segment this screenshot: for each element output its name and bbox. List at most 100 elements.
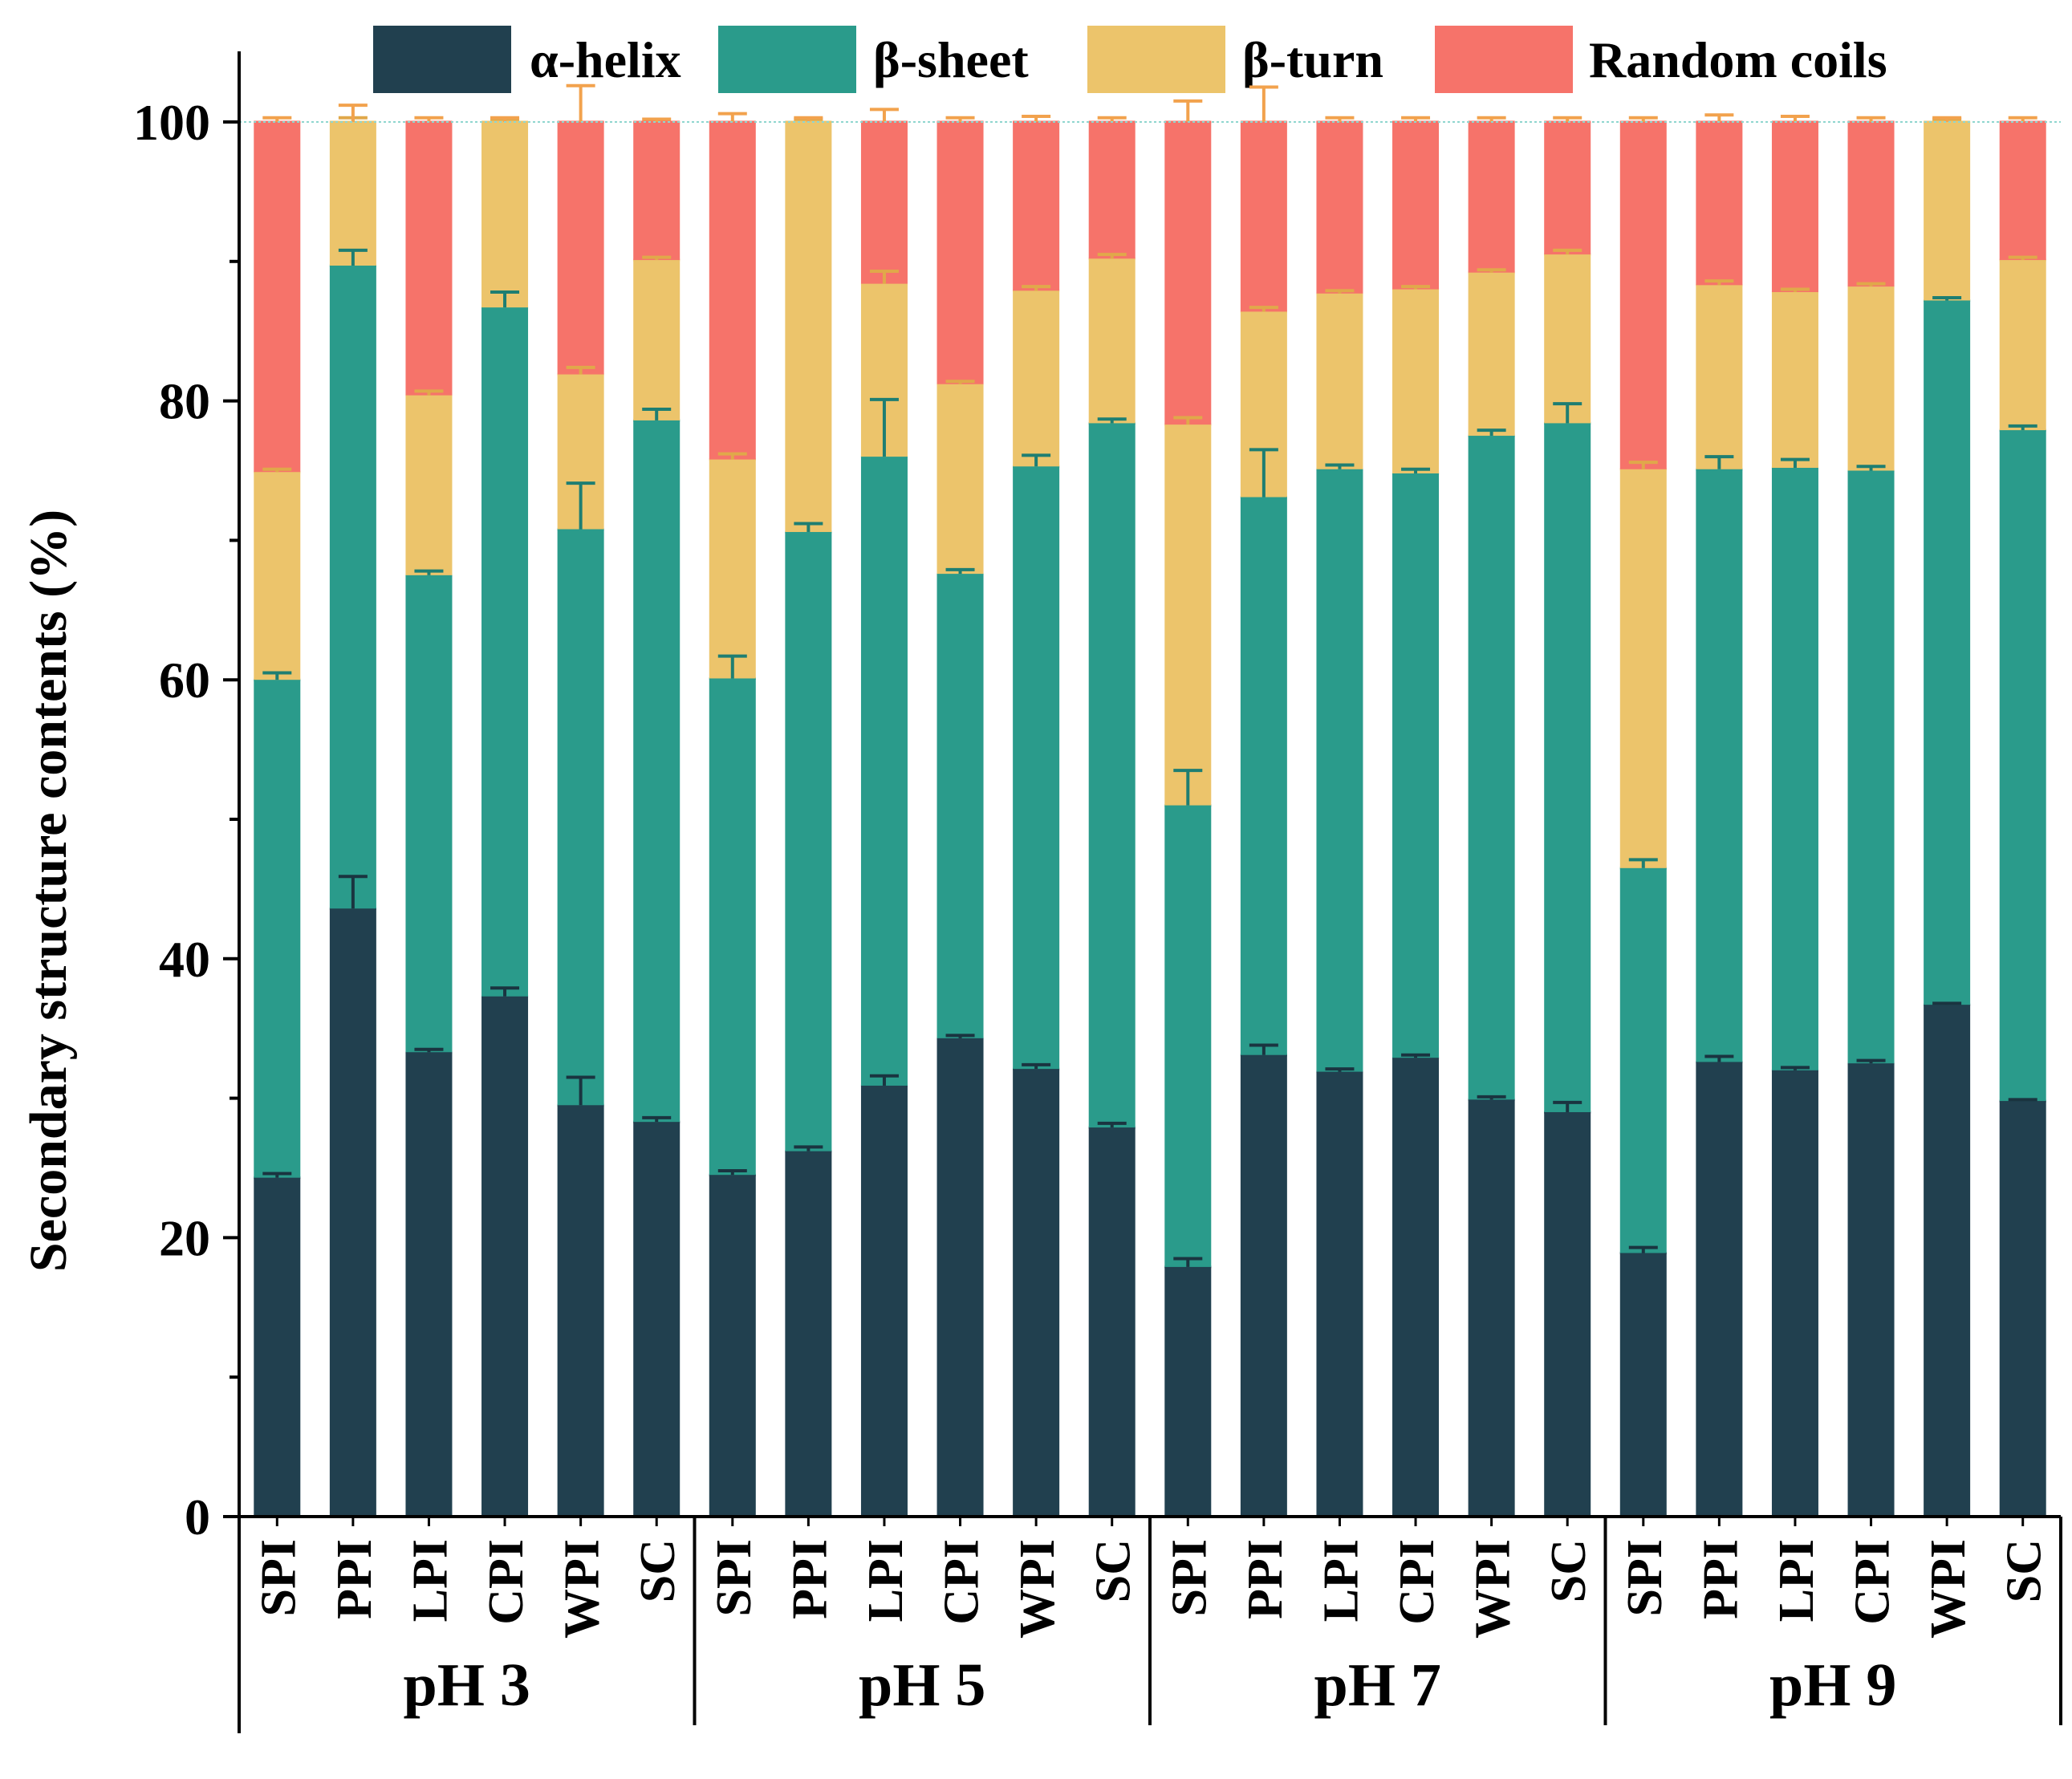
bar-segment-2-0-2 bbox=[405, 395, 453, 575]
bar-segment-0-0-0 bbox=[254, 1177, 301, 1517]
bar-segment-2-0-5 bbox=[633, 260, 681, 420]
legend-label-1: β-sheet bbox=[873, 31, 1029, 88]
bar-segment-1-1-2 bbox=[860, 457, 908, 1086]
bar-segment-2-3-4 bbox=[1924, 122, 1971, 301]
bar-segment-0-1-2 bbox=[860, 1085, 908, 1517]
bar-segment-1-3-0 bbox=[1619, 867, 1667, 1253]
category-label: CPI bbox=[1846, 1539, 1900, 1625]
bar-segment-3-2-0 bbox=[1164, 122, 1212, 425]
y-tick-label: 40 bbox=[159, 931, 210, 988]
bar-segment-3-2-3 bbox=[1392, 122, 1440, 290]
category-label: PPI bbox=[1238, 1539, 1293, 1619]
bar-segment-2-1-4 bbox=[1013, 290, 1060, 467]
bar-segment-3-1-2 bbox=[860, 122, 908, 284]
category-label: SC bbox=[1997, 1539, 2052, 1602]
bar-segment-3-3-0 bbox=[1619, 122, 1667, 469]
bar-segment-3-2-2 bbox=[1316, 122, 1363, 294]
legend-swatch-1 bbox=[718, 26, 856, 93]
bar-segment-1-0-2 bbox=[405, 575, 453, 1053]
bar-segment-0-0-1 bbox=[329, 908, 376, 1517]
bar-segment-0-2-4 bbox=[1468, 1099, 1515, 1517]
bar-segment-0-0-3 bbox=[481, 996, 529, 1517]
bar-segment-0-3-2 bbox=[1771, 1070, 1818, 1517]
legend: α-helix β-sheet β-turn Random coils bbox=[373, 26, 1887, 93]
bar-segment-1-0-3 bbox=[481, 307, 529, 997]
bar-segment-3-0-4 bbox=[557, 122, 604, 375]
bar-segment-2-0-0 bbox=[254, 472, 301, 680]
bar-segment-0-0-5 bbox=[633, 1122, 681, 1517]
bar-segment-2-0-3 bbox=[481, 122, 529, 308]
bar-segment-0-2-3 bbox=[1392, 1058, 1440, 1517]
bar-segment-2-1-1 bbox=[785, 122, 832, 532]
bar-segment-1-3-2 bbox=[1771, 468, 1818, 1070]
bar-segment-0-2-2 bbox=[1316, 1071, 1363, 1517]
bar-segment-3-0-2 bbox=[405, 122, 453, 396]
bar-segment-0-1-5 bbox=[1088, 1127, 1136, 1517]
bar-segment-2-1-5 bbox=[1088, 258, 1136, 424]
error-bars bbox=[262, 83, 2037, 1267]
category-label: LPI bbox=[1314, 1539, 1368, 1622]
bars bbox=[254, 120, 2046, 1517]
bar-segment-2-0-1 bbox=[329, 122, 376, 266]
category-label: PPI bbox=[327, 1539, 382, 1619]
bar-segment-1-2-1 bbox=[1240, 497, 1287, 1055]
category-label: CPI bbox=[935, 1539, 989, 1625]
category-label: CPI bbox=[1390, 1539, 1444, 1625]
legend-label-3: Random coils bbox=[1589, 31, 1887, 88]
bar-segment-0-0-4 bbox=[557, 1105, 604, 1517]
bar-segment-2-2-3 bbox=[1392, 289, 1440, 473]
bar-segment-1-1-0 bbox=[709, 678, 756, 1176]
plot-area bbox=[239, 83, 2061, 1517]
bar-segment-1-3-1 bbox=[1696, 469, 1743, 1062]
bar-segment-1-3-3 bbox=[1847, 470, 1895, 1064]
category-label: WPI bbox=[1010, 1539, 1065, 1639]
bar-segment-0-0-2 bbox=[405, 1052, 453, 1517]
bar-segment-1-1-1 bbox=[785, 531, 832, 1151]
bar-segment-0-2-0 bbox=[1164, 1266, 1212, 1517]
legend-swatch-3 bbox=[1435, 26, 1573, 93]
bar-segment-1-2-0 bbox=[1164, 805, 1212, 1267]
bar-segment-1-2-2 bbox=[1316, 469, 1363, 1072]
bar-segment-2-1-0 bbox=[709, 459, 756, 679]
bar-segment-0-1-4 bbox=[1013, 1069, 1060, 1517]
bar-segment-2-3-3 bbox=[1847, 286, 1895, 471]
y-tick-label: 60 bbox=[159, 652, 210, 709]
bar-segment-1-2-4 bbox=[1468, 436, 1515, 1100]
y-axis: 0 20 40 60 80 100 bbox=[133, 51, 241, 1545]
bar-segment-0-1-3 bbox=[936, 1038, 984, 1517]
category-label: PPI bbox=[1693, 1539, 1748, 1619]
bar-segment-1-3-4 bbox=[1924, 300, 1971, 1005]
legend-swatch-0 bbox=[373, 26, 511, 93]
x-axis: pH 3 SPI PPI LPI CPI WPI SC pH 5 SPI PPI LPI CPI WPI… bbox=[238, 1515, 2062, 1733]
bar-segment-3-1-4 bbox=[1013, 122, 1060, 291]
group-label: pH 7 bbox=[1314, 1651, 1441, 1719]
bar-segment-0-3-5 bbox=[1999, 1101, 2046, 1517]
legend-swatch-2 bbox=[1087, 26, 1225, 93]
bar-segment-0-3-1 bbox=[1696, 1062, 1743, 1517]
category-label: SPI bbox=[707, 1539, 762, 1616]
bar-segment-2-3-2 bbox=[1771, 292, 1818, 469]
bar-segment-0-3-3 bbox=[1847, 1063, 1895, 1517]
bar-segment-0-3-0 bbox=[1619, 1253, 1667, 1517]
bar-segment-2-2-2 bbox=[1316, 293, 1363, 469]
bar-segment-3-3-5 bbox=[1999, 122, 2046, 261]
bar-segment-1-2-5 bbox=[1544, 423, 1591, 1112]
bar-segment-3-0-0 bbox=[254, 122, 301, 473]
category-label: PPI bbox=[782, 1539, 837, 1619]
category-label: LPI bbox=[403, 1539, 457, 1622]
bar-segment-3-2-1 bbox=[1240, 122, 1287, 312]
bar-segment-3-3-3 bbox=[1847, 122, 1895, 287]
group-label: pH 9 bbox=[1769, 1651, 1896, 1719]
bar-segment-2-3-0 bbox=[1619, 469, 1667, 868]
category-label: WPI bbox=[1921, 1539, 1976, 1639]
legend-label-0: α-helix bbox=[530, 31, 681, 88]
bar-segment-2-3-5 bbox=[1999, 260, 2046, 431]
category-label: SC bbox=[1087, 1539, 1141, 1602]
bar-segment-1-0-0 bbox=[254, 680, 301, 1178]
y-tick-label: 20 bbox=[159, 1209, 210, 1266]
bar-segment-3-1-5 bbox=[1088, 122, 1136, 259]
bar-segment-2-1-3 bbox=[936, 384, 984, 575]
category-label: LPI bbox=[859, 1539, 913, 1622]
bar-segment-0-2-5 bbox=[1544, 1111, 1591, 1517]
